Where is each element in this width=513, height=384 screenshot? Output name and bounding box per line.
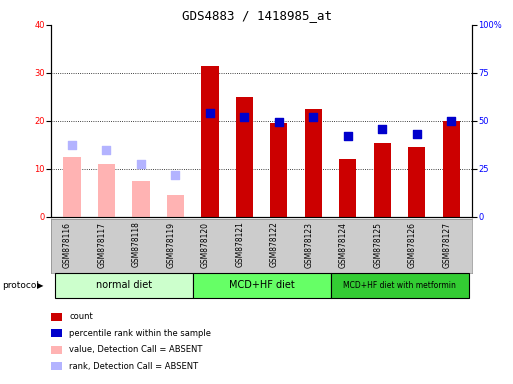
Text: GSM878123: GSM878123 [304,222,313,268]
Point [103,147,111,153]
Text: GSM878125: GSM878125 [373,222,382,268]
Text: GSM878127: GSM878127 [442,222,451,268]
Text: MCD+HF diet: MCD+HF diet [229,280,294,290]
FancyBboxPatch shape [330,273,468,298]
Point [171,172,180,178]
Text: percentile rank within the sample: percentile rank within the sample [69,329,211,338]
Text: GSM878124: GSM878124 [339,222,348,268]
Point [412,131,421,137]
FancyBboxPatch shape [55,273,193,298]
Text: GSM878117: GSM878117 [97,222,107,268]
Point [309,114,318,120]
Point [137,161,145,167]
Point [240,114,248,120]
Bar [98,164,115,217]
Text: count: count [69,312,93,321]
Text: GDS4883 / 1418985_at: GDS4883 / 1418985_at [182,9,331,22]
Text: GSM878120: GSM878120 [201,222,210,268]
Bar [201,66,219,217]
Point [206,110,214,116]
Text: normal diet: normal diet [95,280,152,290]
Text: GSM878118: GSM878118 [132,222,141,267]
FancyBboxPatch shape [193,273,330,298]
Bar [64,157,81,217]
Text: GSM878121: GSM878121 [235,222,244,267]
Text: protocol: protocol [3,281,40,290]
Text: GSM878119: GSM878119 [166,222,175,268]
Bar [236,97,253,217]
Bar [339,159,357,217]
Text: GSM878122: GSM878122 [270,222,279,267]
Point [344,133,352,139]
Bar [373,142,391,217]
Text: ▶: ▶ [37,281,44,290]
Bar [132,181,150,217]
Bar [305,109,322,217]
Text: value, Detection Call = ABSENT: value, Detection Call = ABSENT [69,345,203,354]
Bar [167,195,184,217]
Text: GSM878116: GSM878116 [63,222,72,268]
Point [447,118,456,124]
Text: MCD+HF diet with metformin: MCD+HF diet with metformin [343,281,456,290]
Bar [443,121,460,217]
Point [68,142,76,148]
Point [378,126,386,132]
Point [275,119,283,125]
Text: GSM878126: GSM878126 [408,222,417,268]
Text: rank, Detection Call = ABSENT: rank, Detection Call = ABSENT [69,362,199,371]
Bar [270,123,287,217]
Bar [408,147,425,217]
